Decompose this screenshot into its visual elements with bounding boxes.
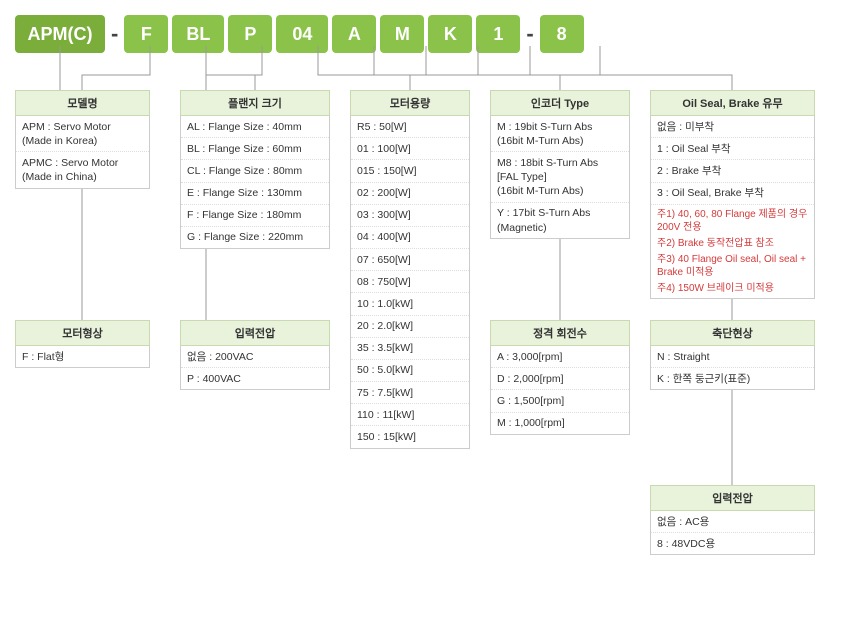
- spec-row: M : 19bit S-Turn Abs (16bit M-Turn Abs): [491, 116, 629, 152]
- spec-row: BL : Flange Size : 60mm: [181, 138, 329, 160]
- section-oilseal: Oil Seal, Brake 유무없음 : 미부착1 : Oil Seal 부…: [650, 90, 815, 299]
- section-title: 모델명: [15, 90, 150, 116]
- spec-row: 8 : 48VDC용: [651, 533, 814, 554]
- spec-row: G : Flange Size : 220mm: [181, 227, 329, 248]
- spec-row: M : 1,000[rpm]: [491, 413, 629, 434]
- section-encoder: 인코더 TypeM : 19bit S-Turn Abs (16bit M-Tu…: [490, 90, 630, 239]
- spec-row: 04 : 400[W]: [351, 227, 469, 249]
- section-flange: 플랜지 크기AL : Flange Size : 40mmBL : Flange…: [180, 90, 330, 249]
- code-b3: P: [228, 15, 272, 53]
- section-title: Oil Seal, Brake 유무: [650, 90, 815, 116]
- section-shape: 모터형상F : Flat형: [15, 320, 150, 368]
- spec-row: K : 한쪽 둥근키(표준): [651, 368, 814, 389]
- section-title: 입력전압: [180, 320, 330, 346]
- spec-row: D : 2,000[rpm]: [491, 368, 629, 390]
- section-voltage: 입력전압없음 : 200VACP : 400VAC: [180, 320, 330, 390]
- spec-row: Y : 17bit S-Turn Abs (Magnetic): [491, 203, 629, 238]
- spec-row: 50 : 5.0[kW]: [351, 360, 469, 382]
- code-b2: BL: [172, 15, 224, 53]
- spec-row: R5 : 50[W]: [351, 116, 469, 138]
- spec-row: N : Straight: [651, 346, 814, 368]
- spec-row: 015 : 150[W]: [351, 160, 469, 182]
- code-base: APM(C): [15, 15, 105, 53]
- code-b6: M: [380, 15, 424, 53]
- spec-row: 150 : 15[kW]: [351, 426, 469, 447]
- code-b1: F: [124, 15, 168, 53]
- section-body: AL : Flange Size : 40mmBL : Flange Size …: [180, 116, 330, 249]
- section-model: 모델명APM : Servo Motor (Made in Korea)APMC…: [15, 90, 150, 189]
- spec-row: 없음 : 200VAC: [181, 346, 329, 368]
- spec-row: AL : Flange Size : 40mm: [181, 116, 329, 138]
- spec-note: 주3) 40 Flange Oil seal, Oil seal + Brake…: [651, 253, 814, 282]
- spec-row: P : 400VAC: [181, 368, 329, 389]
- spec-row: 20 : 2.0[kW]: [351, 316, 469, 338]
- section-title: 플랜지 크기: [180, 90, 330, 116]
- code-b8: 1: [476, 15, 520, 53]
- spec-row: G : 1,500[rpm]: [491, 390, 629, 412]
- section-shaft: 축단현상N : StraightK : 한쪽 둥근키(표준): [650, 320, 815, 390]
- spec-row: 03 : 300[W]: [351, 205, 469, 227]
- section-body: 없음 : 200VACP : 400VAC: [180, 346, 330, 390]
- section-body: A : 3,000[rpm]D : 2,000[rpm]G : 1,500[rp…: [490, 346, 630, 435]
- spec-row: F : Flange Size : 180mm: [181, 205, 329, 227]
- spec-note: 주2) Brake 동작전압표 참조: [651, 237, 814, 253]
- model-code-row: APM(C) - F BL P 04 A M K 1 - 8: [15, 15, 830, 53]
- spec-row: 없음 : AC용: [651, 511, 814, 533]
- code-b9: 8: [540, 15, 584, 53]
- section-title: 모터형상: [15, 320, 150, 346]
- spec-row: 3 : Oil Seal, Brake 부착: [651, 183, 814, 205]
- spec-row: 07 : 650[W]: [351, 249, 469, 271]
- dash: -: [524, 21, 535, 47]
- section-title: 입력전압: [650, 485, 815, 511]
- section-body: R5 : 50[W]01 : 100[W]015 : 150[W]02 : 20…: [350, 116, 470, 449]
- spec-row: 01 : 100[W]: [351, 138, 469, 160]
- spec-row: E : Flange Size : 130mm: [181, 183, 329, 205]
- spec-row: CL : Flange Size : 80mm: [181, 160, 329, 182]
- spec-row: 1 : Oil Seal 부착: [651, 138, 814, 160]
- section-title: 축단현상: [650, 320, 815, 346]
- section-body: 없음 : AC용8 : 48VDC용: [650, 511, 815, 555]
- spec-note: 주1) 40, 60, 80 Flange 제품의 경우 200V 전용: [651, 205, 814, 237]
- spec-row: 35 : 3.5[kW]: [351, 338, 469, 360]
- spec-row: 02 : 200[W]: [351, 183, 469, 205]
- section-title: 모터용량: [350, 90, 470, 116]
- spec-row: F : Flat형: [16, 346, 149, 367]
- section-body: N : StraightK : 한쪽 둥근키(표준): [650, 346, 815, 390]
- section-body: 없음 : 미부착1 : Oil Seal 부착2 : Brake 부착3 : O…: [650, 116, 815, 299]
- spec-row: APM : Servo Motor (Made in Korea): [16, 116, 149, 152]
- spec-row: APMC : Servo Motor (Made in China): [16, 152, 149, 187]
- section-title: 인코더 Type: [490, 90, 630, 116]
- spec-row: 없음 : 미부착: [651, 116, 814, 138]
- spec-note: 주4) 150W 브레이크 미적용: [651, 282, 814, 298]
- code-b7: K: [428, 15, 472, 53]
- code-b4: 04: [276, 15, 328, 53]
- section-body: F : Flat형: [15, 346, 150, 368]
- spec-row: 2 : Brake 부착: [651, 160, 814, 182]
- spec-row: 75 : 7.5[kW]: [351, 382, 469, 404]
- spec-row: M8 : 18bit S-Turn Abs [FAL Type] (16bit …: [491, 152, 629, 203]
- spec-row: 10 : 1.0[kW]: [351, 293, 469, 315]
- section-body: M : 19bit S-Turn Abs (16bit M-Turn Abs)M…: [490, 116, 630, 239]
- spec-row: 110 : 11[kW]: [351, 404, 469, 426]
- dash: -: [109, 21, 120, 47]
- section-body: APM : Servo Motor (Made in Korea)APMC : …: [15, 116, 150, 189]
- spec-row: 08 : 750[W]: [351, 271, 469, 293]
- section-title: 정격 회전수: [490, 320, 630, 346]
- section-rpm: 정격 회전수A : 3,000[rpm]D : 2,000[rpm]G : 1,…: [490, 320, 630, 435]
- section-power: 입력전압없음 : AC용8 : 48VDC용: [650, 485, 815, 555]
- section-cap: 모터용량R5 : 50[W]01 : 100[W]015 : 150[W]02 …: [350, 90, 470, 449]
- code-b5: A: [332, 15, 376, 53]
- spec-row: A : 3,000[rpm]: [491, 346, 629, 368]
